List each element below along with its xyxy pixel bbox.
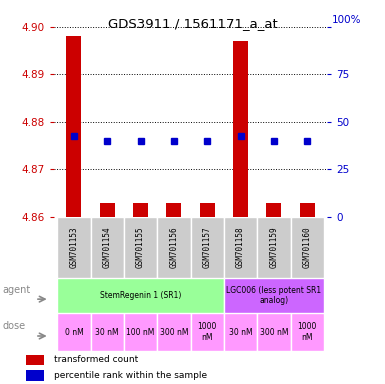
Bar [57, 313, 90, 351]
Bar [291, 313, 324, 351]
Bar [124, 313, 157, 351]
Bar [26, 355, 44, 365]
Bar [291, 217, 324, 278]
Bar [26, 370, 44, 381]
Text: GSM701153: GSM701153 [69, 227, 79, 268]
Bar [157, 313, 191, 351]
Text: 100%: 100% [331, 15, 361, 25]
Text: GSM701158: GSM701158 [236, 227, 245, 268]
Text: GSM701156: GSM701156 [169, 227, 178, 268]
Bar [57, 217, 90, 278]
Text: percentile rank within the sample: percentile rank within the sample [54, 371, 207, 380]
Text: GSM701154: GSM701154 [103, 227, 112, 268]
Bar [124, 217, 157, 278]
Bar [257, 313, 291, 351]
Text: GDS3911 / 1561171_a_at: GDS3911 / 1561171_a_at [108, 17, 277, 30]
Text: GSM701159: GSM701159 [270, 227, 278, 268]
Text: GSM701157: GSM701157 [203, 227, 212, 268]
Bar [157, 217, 191, 278]
Text: LGC006 (less potent SR1
analog): LGC006 (less potent SR1 analog) [226, 286, 321, 305]
Text: 300 nM: 300 nM [259, 328, 288, 337]
Bar [57, 278, 224, 313]
Text: 1000
nM: 1000 nM [198, 323, 217, 342]
Text: 1000
nM: 1000 nM [298, 323, 317, 342]
Bar [191, 217, 224, 278]
Bar [224, 217, 257, 278]
Text: GSM701160: GSM701160 [303, 227, 312, 268]
Text: GSM701155: GSM701155 [136, 227, 145, 268]
Text: StemRegenin 1 (SR1): StemRegenin 1 (SR1) [100, 291, 181, 300]
Text: agent: agent [3, 285, 31, 296]
Text: 0 nM: 0 nM [65, 328, 83, 337]
Bar [233, 41, 248, 217]
Bar [191, 313, 224, 351]
Text: 100 nM: 100 nM [126, 328, 155, 337]
Text: 30 nM: 30 nM [95, 328, 119, 337]
Bar [224, 278, 324, 313]
Bar [224, 313, 257, 351]
Text: transformed count: transformed count [54, 355, 138, 364]
Bar [133, 203, 148, 217]
Bar [266, 203, 281, 217]
Text: 300 nM: 300 nM [160, 328, 188, 337]
Text: 30 nM: 30 nM [229, 328, 253, 337]
Bar [200, 203, 215, 217]
Bar [100, 203, 115, 217]
Bar [300, 203, 315, 217]
Bar [257, 217, 291, 278]
Bar [90, 313, 124, 351]
Bar [66, 36, 81, 217]
Text: dose: dose [3, 321, 26, 331]
Bar [166, 203, 181, 217]
Bar [90, 217, 124, 278]
